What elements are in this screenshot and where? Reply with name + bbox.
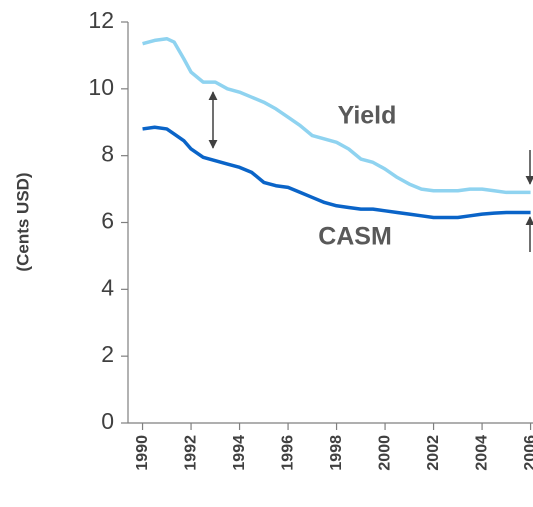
annotation: Yield	[338, 102, 397, 130]
x-tick-label: 1992	[182, 435, 199, 471]
x-tick-label: 2000	[376, 435, 393, 471]
y-tick-label: 8	[101, 141, 114, 167]
y-tick-label: 6	[101, 208, 114, 234]
series-line	[142, 36, 531, 195]
annotation: CASM	[318, 223, 392, 251]
series-line	[142, 125, 531, 220]
y-tick-label: 0	[101, 408, 114, 434]
x-tick-label: 1996	[279, 435, 296, 471]
x-tick-label: 2002	[425, 435, 442, 471]
x-tick-label: 2004	[473, 435, 490, 471]
x-tick-label: 1990	[134, 435, 151, 471]
x-tick-label: 1998	[328, 435, 345, 471]
y-tick-label: 2	[101, 341, 114, 367]
y-tick-label: 10	[88, 74, 114, 100]
x-tick-label: 2006	[522, 435, 533, 471]
y-axis-label: (Cents USD)	[13, 172, 32, 271]
y-tick-label: 12	[88, 7, 114, 33]
x-tick-label: 1994	[231, 435, 248, 471]
y-tick-label: 4	[101, 274, 114, 300]
